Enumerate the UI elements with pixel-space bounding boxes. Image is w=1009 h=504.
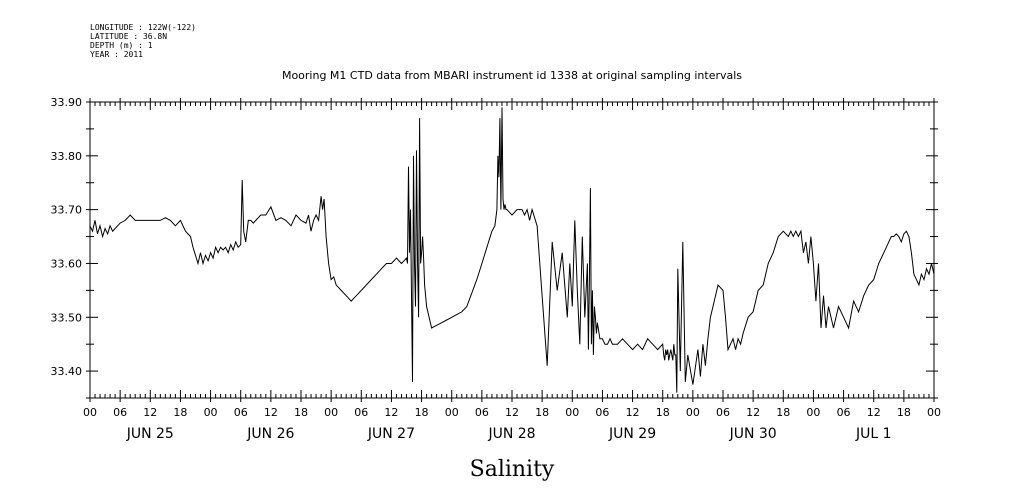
x-tick-labels: 00 06 12 18 00 06 12 18 00 06 12 18 00 06 12 18 00 06 12 18…: [83, 406, 941, 419]
x-tick-label: 12: [505, 406, 519, 419]
x-tick-label: 12: [746, 406, 760, 419]
day-labels: JUN 25 JUN 26 JUN 27 JUN 28 JUN 29 JUN 30 JUL …: [126, 426, 892, 442]
x-tick-label: 12: [867, 406, 881, 419]
day-label: JUN 25: [126, 426, 174, 442]
x-tick-label: 00: [686, 406, 700, 419]
x-tick-label: 06: [837, 406, 851, 419]
y-tick-label: 33.50: [51, 311, 83, 324]
x-tick-label: 06: [234, 406, 248, 419]
year-text: YEAR : 2011: [90, 50, 143, 59]
metadata-block: LONGITUDE : 122W(-122) LATITUDE : 36.8N …: [90, 23, 196, 59]
depth-text: DEPTH (m) : 1: [90, 41, 153, 50]
y-tick-label: 33.40: [51, 365, 83, 378]
x-tick-label: 06: [475, 406, 489, 419]
x-tick-label: 18: [656, 406, 670, 419]
day-label: JUN 26: [246, 426, 294, 442]
x-tick-label: 00: [445, 406, 459, 419]
day-label: JUL 1: [855, 426, 892, 442]
day-label: JUN 29: [608, 426, 656, 442]
x-axis-label: Salinity: [470, 457, 555, 482]
axis-ticks: [86, 98, 938, 402]
x-tick-label: 18: [897, 406, 911, 419]
y-tick-label: 33.60: [51, 257, 83, 270]
x-tick-label: 18: [173, 406, 187, 419]
x-tick-label: 12: [264, 406, 278, 419]
day-label: JUN 27: [367, 426, 415, 442]
salinity-series-line: [89, 107, 935, 393]
x-tick-label: 00: [927, 406, 941, 419]
y-tick-label: 33.80: [51, 150, 83, 163]
x-tick-label: 18: [294, 406, 308, 419]
day-label: JUN 28: [487, 426, 535, 442]
x-tick-label: 18: [776, 406, 790, 419]
x-tick-label: 00: [806, 406, 820, 419]
x-tick-label: 06: [595, 406, 609, 419]
x-tick-label: 12: [626, 406, 640, 419]
x-tick-label: 00: [565, 406, 579, 419]
x-tick-label: 12: [143, 406, 157, 419]
x-tick-label: 00: [204, 406, 218, 419]
chart-title: Mooring M1 CTD data from MBARI instrumen…: [282, 69, 742, 82]
day-label: JUN 30: [729, 426, 777, 442]
x-tick-label: 12: [384, 406, 398, 419]
x-tick-label: 00: [83, 406, 97, 419]
x-tick-label: 06: [354, 406, 368, 419]
y-tick-label: 33.70: [51, 204, 83, 217]
x-tick-label: 06: [716, 406, 730, 419]
latitude-text: LATITUDE : 36.8N: [90, 32, 167, 41]
y-tick-label: 33.90: [51, 96, 83, 109]
longitude-text: LONGITUDE : 122W(-122): [90, 23, 196, 32]
x-tick-label: 06: [113, 406, 127, 419]
y-tick-labels: 33.40 33.50 33.60 33.70 33.80 33.90: [51, 96, 83, 378]
x-tick-label: 18: [415, 406, 429, 419]
x-tick-label: 18: [535, 406, 549, 419]
x-tick-label: 00: [324, 406, 338, 419]
